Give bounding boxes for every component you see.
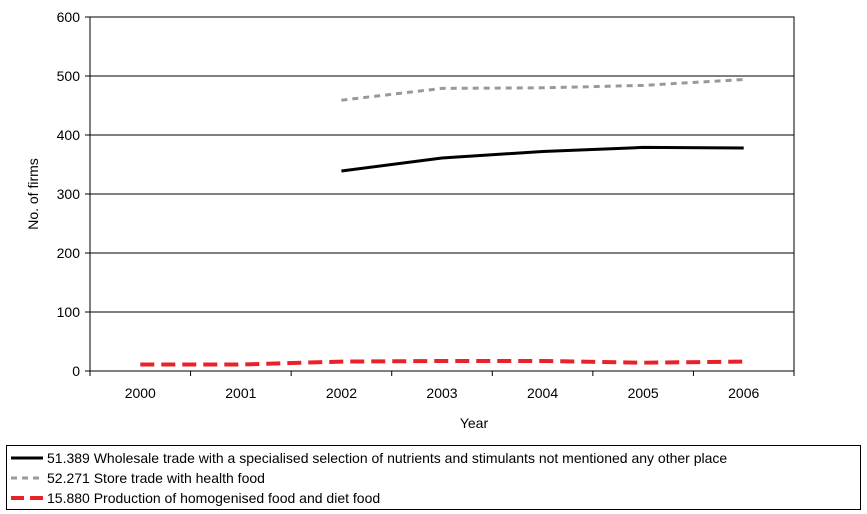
series-line-3 bbox=[140, 359, 744, 367]
legend-item-store-trade: 52.271 Store trade with health food bbox=[11, 468, 265, 488]
x-tick-label: 2006 bbox=[728, 385, 759, 401]
y-tick-label: 500 bbox=[57, 68, 81, 84]
y-tick-label: 100 bbox=[57, 304, 81, 320]
x-axis-ticks: 2000 2001 2002 2003 2004 2005 2006 bbox=[89, 371, 795, 401]
y-axis-ticks: 0 100 200 300 400 500 600 bbox=[57, 9, 90, 379]
gridlines bbox=[90, 16, 794, 313]
legend-label: 15.880 Production of homogenised food an… bbox=[47, 490, 381, 506]
legend-label: 51.389 Wholesale trade with a specialise… bbox=[47, 450, 728, 466]
x-tick-label: 2002 bbox=[326, 385, 357, 401]
legend-swatch-wholesale bbox=[11, 456, 43, 460]
y-axis-title: No. of firms bbox=[25, 158, 41, 230]
x-tick-label: 2005 bbox=[628, 385, 659, 401]
y-tick-label: 200 bbox=[57, 245, 81, 261]
y-tick-label: 0 bbox=[72, 363, 80, 379]
x-tick-label: 2004 bbox=[527, 385, 558, 401]
line-chart: 0 100 200 300 400 500 600 2000 2001 2002 2003 2004… bbox=[25, 9, 795, 431]
legend-item-wholesale: 51.389 Wholesale trade with a specialise… bbox=[11, 448, 727, 468]
x-axis-title: Year bbox=[460, 415, 489, 431]
legend-item-production: 15.880 Production of homogenised food an… bbox=[11, 488, 380, 508]
legend: 51.389 Wholesale trade with a specialise… bbox=[6, 445, 861, 510]
x-tick-label: 2000 bbox=[125, 385, 156, 401]
y-tick-label: 600 bbox=[57, 9, 81, 25]
legend-swatch-store-trade bbox=[11, 476, 43, 480]
legend-swatch-production bbox=[11, 496, 43, 500]
legend-label: 52.271 Store trade with health food bbox=[47, 470, 265, 486]
x-tick-label: 2003 bbox=[426, 385, 457, 401]
series-lines bbox=[140, 78, 744, 367]
y-tick-label: 400 bbox=[57, 127, 81, 143]
series-line-2 bbox=[341, 78, 744, 102]
x-tick-label: 2001 bbox=[225, 385, 256, 401]
series-line-1 bbox=[341, 145, 744, 173]
y-tick-label: 300 bbox=[57, 186, 81, 202]
